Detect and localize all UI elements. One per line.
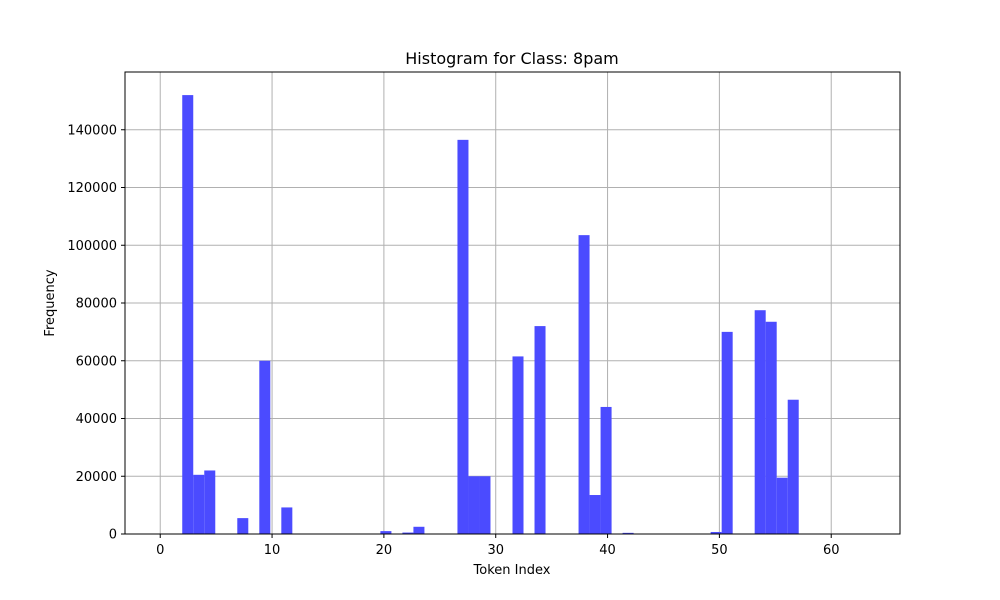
histogram-bar	[622, 532, 634, 534]
x-tick-label: 30	[487, 543, 504, 558]
x-tick-label: 0	[156, 543, 164, 558]
chart-title: Histogram for Class: 8pam	[405, 49, 618, 68]
y-axis-ticks: 0 20000 40000 60000 80000 100000 120000 140000	[67, 123, 125, 543]
histogram-bars	[182, 95, 799, 535]
y-axis-label: Frequency	[43, 269, 58, 336]
x-tick-label: 20	[376, 543, 393, 558]
histogram-bar	[402, 532, 414, 534]
y-tick-label: 40000	[76, 412, 117, 427]
histogram-bar	[710, 531, 722, 534]
histogram-bar	[413, 526, 425, 534]
histogram-bar	[479, 476, 491, 534]
histogram-bar	[281, 507, 293, 534]
histogram-bar	[380, 531, 392, 534]
x-axis-ticks: 0 10 20 30 40 50 60	[156, 534, 839, 558]
y-tick-label: 100000	[67, 239, 117, 254]
histogram-bar	[193, 474, 205, 534]
histogram-bar	[204, 470, 216, 534]
histogram-bar	[259, 360, 271, 534]
x-tick-label: 60	[823, 543, 840, 558]
histogram-bar	[578, 235, 590, 535]
histogram-bar	[237, 518, 249, 534]
histogram-bar	[468, 476, 480, 534]
x-tick-label: 40	[599, 543, 616, 558]
histogram-bar	[787, 399, 799, 534]
y-tick-label: 60000	[76, 354, 117, 369]
histogram-bar	[754, 310, 766, 534]
histogram-bar	[776, 477, 788, 534]
histogram-bar	[534, 326, 546, 534]
histogram-bar	[765, 321, 777, 534]
y-tick-label: 120000	[67, 181, 117, 196]
y-tick-label: 20000	[76, 470, 117, 485]
x-tick-label: 50	[711, 543, 728, 558]
x-axis-label: Token Index	[473, 563, 551, 578]
y-tick-label: 0	[109, 528, 117, 543]
histogram-bar	[457, 139, 469, 534]
y-tick-label: 80000	[76, 297, 117, 312]
histogram-bar	[589, 495, 601, 534]
histogram-bar	[721, 331, 733, 534]
y-tick-label: 140000	[67, 123, 117, 138]
histogram-bar	[512, 356, 524, 534]
x-tick-label: 10	[264, 543, 281, 558]
histogram-bar	[182, 95, 194, 534]
histogram-bar	[600, 406, 612, 534]
